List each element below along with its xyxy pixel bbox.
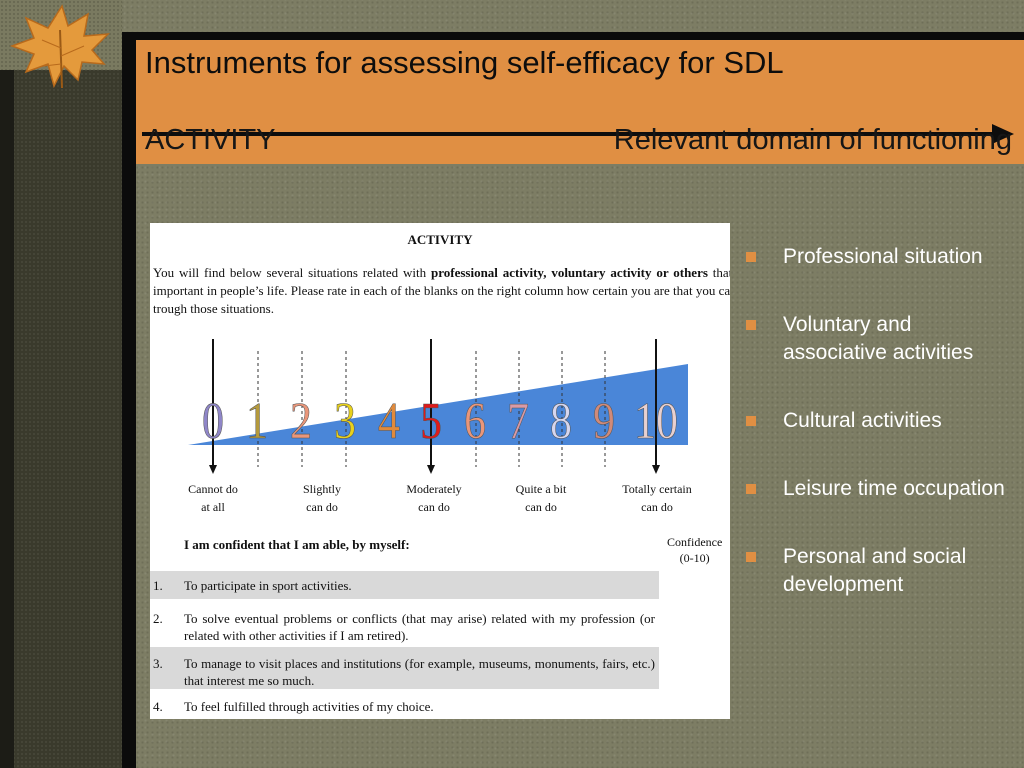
- item-number: 1.: [153, 578, 163, 593]
- item-number: 4.: [153, 699, 163, 714]
- questionnaire-item: 1. To participate in sport activities.: [150, 571, 659, 599]
- scale-number: 2: [290, 393, 312, 450]
- scale-number: 1: [246, 393, 268, 450]
- slide-header: Instruments for assessing self-efficacy …: [136, 40, 1024, 164]
- frame-left-border: [122, 32, 136, 768]
- document-intro: You will find below several situations r…: [153, 264, 730, 318]
- confidence-header-line1: Confidence: [667, 535, 723, 549]
- arrow-down-icon: [652, 465, 660, 474]
- confident-label: I am confident that I am able, by myself…: [184, 537, 410, 552]
- bullet-square-icon: [746, 552, 756, 562]
- item-number: 2.: [153, 611, 163, 626]
- scale-number: 7: [507, 393, 529, 450]
- activity-heading: ACTIVITY: [145, 124, 276, 156]
- scale-number: 4: [378, 393, 400, 450]
- domain-list: Professional situation Voluntary and ass…: [744, 243, 1019, 639]
- scale-anchor-label: can do: [418, 500, 450, 514]
- scale-number: 5: [420, 393, 442, 450]
- scale-anchor-label: Totally certain: [622, 482, 691, 496]
- domain-label: Professional situation: [783, 245, 983, 268]
- autumn-leaf-icon: [9, 4, 110, 89]
- domain-item: Leisure time occupation: [744, 475, 1019, 503]
- bullet-square-icon: [746, 320, 756, 330]
- questionnaire-item: 2. To solve eventual problems or conflic…: [150, 604, 659, 644]
- item-text: To solve eventual problems or conflicts …: [184, 611, 655, 643]
- domain-item: Professional situation: [744, 243, 1019, 271]
- scale-anchor-label: can do: [641, 500, 673, 514]
- left-strip-dark-column: [0, 70, 14, 768]
- questionnaire-item: 3. To manage to visit places and institu…: [150, 647, 659, 689]
- confidence-header-line2: (0-10): [679, 551, 710, 565]
- scale-anchor-label: Cannot do: [188, 482, 238, 496]
- slide-title: Instruments for assessing self-efficacy …: [145, 45, 784, 80]
- scale-wedge: [188, 364, 688, 445]
- frame-top-border: [122, 32, 1024, 40]
- scale-number: 9: [593, 393, 615, 450]
- bullet-square-icon: [746, 484, 756, 494]
- item-text: To participate in sport activities.: [184, 578, 352, 593]
- domain-label: Leisure time occupation: [783, 477, 1005, 500]
- item-number: 3.: [153, 656, 163, 671]
- arrow-down-icon: [427, 465, 435, 474]
- scale-anchor-label: can do: [525, 500, 557, 514]
- scale-number: 8: [550, 393, 572, 450]
- arrow-right-icon: [142, 124, 1014, 144]
- document-title: ACTIVITY: [407, 232, 473, 247]
- domain-label: Voluntary and associative activities: [783, 313, 974, 364]
- scale-number: 3: [334, 393, 356, 450]
- bullet-square-icon: [746, 416, 756, 426]
- domain-item: Personal and social development: [744, 543, 1019, 599]
- scale-number: 10: [634, 393, 678, 450]
- domain-heading: Relevant domain of functioning: [613, 124, 1012, 156]
- intro-text-1: You will find below several situations r…: [153, 265, 431, 280]
- intro-bold-text: professional activity, voluntary activit…: [430, 265, 708, 280]
- questionnaire-document: ACTIVITY You will find below several sit…: [150, 223, 730, 719]
- domain-item: Cultural activities: [744, 407, 1019, 435]
- bullet-square-icon: [746, 252, 756, 262]
- domain-item: Voluntary and associative activities: [744, 311, 1019, 367]
- domain-label: Personal and social development: [783, 545, 967, 596]
- intro-text-2: that are important in people’s life. Ple…: [153, 265, 730, 316]
- item-text: To manage to visit places and institutio…: [184, 656, 655, 688]
- scale-anchor-label: Moderately: [406, 482, 461, 496]
- domain-label: Cultural activities: [783, 409, 942, 432]
- scale-anchor-label: Slightly: [303, 482, 341, 496]
- scale-number: 6: [464, 393, 486, 450]
- confidence-scale: 0 1 2 3 4 5 6 7 8 9 10 Cannot do at all Slightly can d…: [188, 339, 692, 514]
- scale-anchor-label: can do: [306, 500, 338, 514]
- arrow-down-icon: [209, 465, 217, 474]
- questionnaire-item: 4. To feel fulfilled through activities …: [150, 695, 659, 717]
- item-text: To feel fulfilled through activities of …: [184, 699, 434, 714]
- scale-anchor-label: at all: [201, 500, 225, 514]
- scale-number: 0: [202, 393, 224, 450]
- left-decorative-strip: [0, 0, 122, 768]
- scale-anchor-label: Quite a bit: [516, 482, 567, 496]
- confidence-header: Confidence (0-10): [667, 534, 722, 566]
